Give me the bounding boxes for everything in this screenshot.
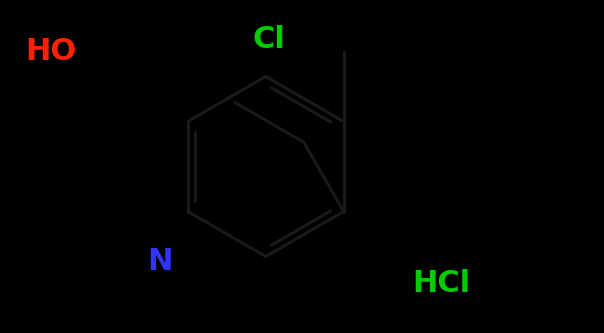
Text: HO: HO: [26, 37, 77, 66]
Text: Cl: Cl: [252, 25, 285, 54]
Text: N: N: [147, 247, 173, 276]
Text: HCl: HCl: [412, 269, 470, 298]
